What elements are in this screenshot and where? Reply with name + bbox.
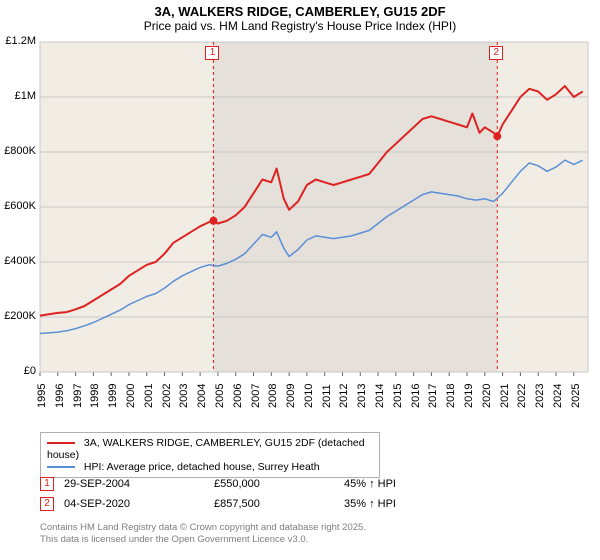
x-tick-label: 2018 [445,384,457,408]
credit-line-1: Contains HM Land Registry data © Crown c… [40,522,366,533]
marker-badge-2: 2 [40,497,54,511]
legend-item-property: 3A, WALKERS RIDGE, CAMBERLEY, GU15 2DF (… [47,437,373,461]
x-tick-label: 2016 [410,384,422,408]
legend-item-hpi: HPI: Average price, detached house, Surr… [47,461,373,473]
x-tick-label: 1997 [72,384,84,408]
x-tick-label: 2002 [161,384,173,408]
legend-swatch-property [47,442,75,444]
x-tick-label: 2008 [267,384,279,408]
transaction-hpi: 45% ↑ HPI [344,478,484,490]
x-tick-label: 1998 [89,384,101,408]
y-tick-label: £200K [2,310,36,322]
y-tick-label: £600K [2,200,36,212]
x-tick-label: 2011 [321,384,333,408]
x-tick-label: 2022 [516,384,528,408]
x-tick-label: 1995 [36,384,48,408]
x-tick-label: 2005 [214,384,226,408]
chart-container: 3A, WALKERS RIDGE, CAMBERLEY, GU15 2DF P… [0,0,600,560]
vline-marker-box: 2 [489,46,503,60]
x-tick-label: 2000 [125,384,137,408]
legend-swatch-hpi [47,466,75,468]
legend: 3A, WALKERS RIDGE, CAMBERLEY, GU15 2DF (… [40,432,380,478]
y-tick-label: £0 [2,365,36,377]
table-row: 1 29-SEP-2004 £550,000 45% ↑ HPI [40,474,484,494]
transaction-hpi: 35% ↑ HPI [344,498,484,510]
x-tick-label: 2021 [499,384,511,408]
x-tick-label: 2001 [143,384,155,408]
x-tick-label: 2006 [232,384,244,408]
legend-label-hpi: HPI: Average price, detached house, Surr… [84,461,320,473]
x-tick-label: 2010 [303,384,315,408]
x-tick-label: 2013 [356,384,368,408]
x-tick-label: 1996 [54,384,66,408]
table-row: 2 04-SEP-2020 £857,500 35% ↑ HPI [40,494,484,514]
marker-badge-1: 1 [40,477,54,491]
x-tick-label: 2017 [427,384,439,408]
transaction-price: £857,500 [214,498,344,510]
transaction-date: 04-SEP-2020 [64,498,214,510]
x-tick-label: 2015 [392,384,404,408]
x-tick-label: 2007 [250,384,262,408]
x-tick-label: 2019 [463,384,475,408]
x-tick-label: 2012 [338,384,350,408]
transaction-price: £550,000 [214,478,344,490]
x-tick-label: 2020 [481,384,493,408]
x-tick-label: 2009 [285,384,297,408]
vline-marker-box: 1 [205,46,219,60]
transactions-table: 1 29-SEP-2004 £550,000 45% ↑ HPI 2 04-SE… [40,474,484,514]
y-tick-label: £800K [2,145,36,157]
credit-line-2: This data is licensed under the Open Gov… [40,534,308,545]
price-chart [0,0,600,420]
transaction-date: 29-SEP-2004 [64,478,214,490]
x-tick-label: 2004 [196,384,208,408]
y-tick-label: £1M [2,90,36,102]
x-tick-label: 2025 [570,384,582,408]
x-tick-label: 1999 [107,384,119,408]
x-tick-label: 2024 [552,384,564,408]
legend-label-property: 3A, WALKERS RIDGE, CAMBERLEY, GU15 2DF (… [47,437,365,461]
x-tick-label: 2003 [178,384,190,408]
x-tick-label: 2023 [534,384,546,408]
y-tick-label: £1.2M [2,35,36,47]
x-tick-label: 2014 [374,384,386,408]
y-tick-label: £400K [2,255,36,267]
